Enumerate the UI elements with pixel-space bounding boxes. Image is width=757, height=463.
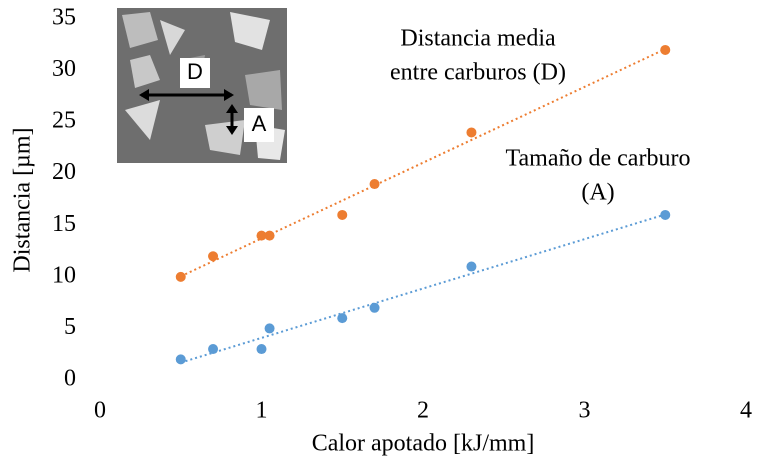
inset-image: [117, 8, 287, 163]
data-point: [264, 230, 275, 241]
x-tick-label: 2: [417, 398, 429, 424]
x-axis-label: Calor apotado [kJ/mm]: [312, 431, 535, 457]
data-point: [208, 344, 219, 355]
y-tick-label: 20: [52, 159, 76, 185]
annotation: (A): [581, 180, 614, 206]
y-tick-label: 15: [52, 211, 76, 237]
data-point: [369, 302, 380, 313]
y-tick-label: 0: [64, 366, 76, 392]
data-point: [256, 230, 267, 241]
data-point: [337, 313, 348, 324]
data-point: [208, 251, 219, 262]
trendline: [180, 48, 666, 278]
annotation: entre carburos (D): [390, 60, 566, 86]
x-tick-label: 0: [94, 398, 106, 424]
y-tick-label: 30: [52, 56, 76, 82]
x-tick-label: 3: [579, 398, 591, 424]
x-tick-label: 1: [256, 398, 268, 424]
data-point: [466, 127, 477, 138]
data-point: [337, 209, 348, 220]
data-point: [175, 271, 186, 282]
data-point: [369, 179, 380, 190]
data-point: [256, 344, 267, 355]
trendline: [180, 213, 666, 364]
y-tick-label: 5: [64, 314, 76, 340]
data-point: [660, 209, 671, 220]
data-point: [264, 323, 275, 334]
inset-label: A: [252, 111, 267, 136]
inset-label: D: [187, 59, 203, 84]
data-point: [660, 44, 671, 55]
y-tick-label: 25: [52, 108, 76, 134]
data-point: [466, 261, 477, 272]
data-point: [175, 354, 186, 365]
x-tick-label: 4: [740, 398, 752, 424]
y-axis-label: Distancia [µm]: [10, 127, 36, 272]
y-tick-label: 10: [52, 262, 76, 288]
y-tick-label: 35: [52, 5, 76, 31]
annotation: Tamaño de carburo: [506, 146, 691, 172]
annotation: Distancia media: [400, 26, 556, 52]
